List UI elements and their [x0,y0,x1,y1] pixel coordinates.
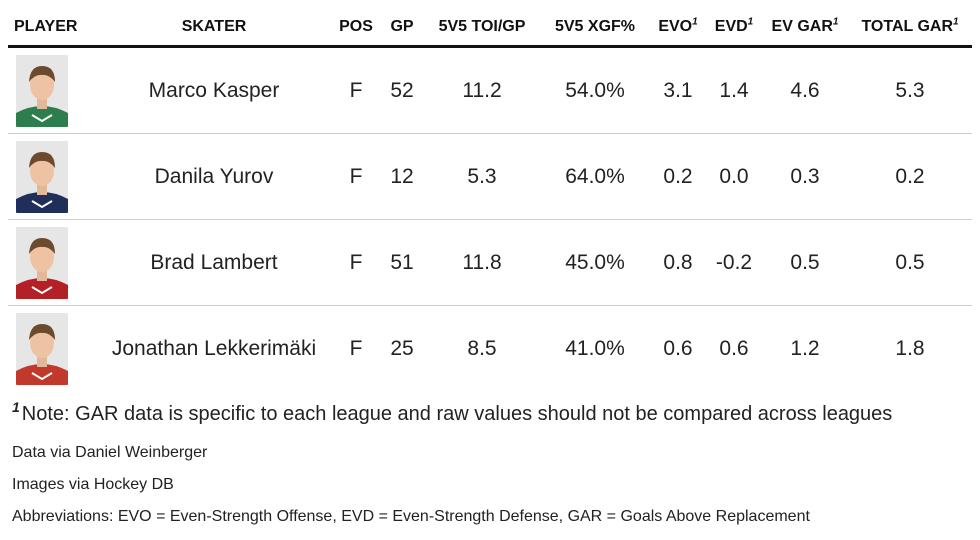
xgf-value: 41.0% [565,336,625,360]
ev-gar-value: 0.3 [762,133,848,220]
portrait-collar [31,113,53,122]
toi-value: 11.8 [424,219,540,306]
portrait-face [30,69,54,100]
evd-value: 0.0 [706,133,762,220]
skater-name: Jonathan Lekkerimäki [111,336,317,360]
gp-value: 51 [380,219,424,306]
portrait-face [30,327,54,358]
toi-value: 5.3 [424,133,540,220]
evo-value: 0.6 [663,336,693,360]
evo-value: 0.8 [650,219,706,306]
image-source-credit: Images via Hockey DB [12,476,174,493]
header-evo: EVO1 [650,8,706,48]
skater-name: Brad Lambert [96,219,332,306]
header-evo-footnote-mark: 1 [692,16,698,28]
header-toi: 5V5 TOI/GP [424,8,540,48]
header-evd-label: EVD [714,17,748,35]
portrait-collar [31,371,53,380]
portrait-neck [37,356,47,367]
evd-value: -0.2 [706,219,762,306]
skater-name: Danila Yurov [96,133,332,220]
header-pos: POS [332,8,380,48]
header-row: PLAYER SKATER POS GP 5V5 TOI/GP 5V5 XGF%… [8,8,972,48]
total-gar-value: 0.2 [848,133,972,220]
xgf-value: 45.0% [540,219,650,306]
portrait-hair [29,237,55,254]
player-photo-cell [8,219,96,306]
header-evd: EVD1 [706,8,762,48]
portrait-jersey [16,363,68,385]
gp-value: 25 [390,336,414,360]
data-source-credit: Data via Daniel Weinberger [12,444,208,461]
total-gar-value: 1.8 [895,336,925,360]
table-row: Brad Lambert F 51 11.8 45.0% 0.8 -0.2 0.… [8,219,972,306]
portrait-neck [37,184,47,195]
header-ev-gar-footnote-mark: 1 [832,16,839,28]
portrait-collar [31,199,53,208]
total-gar-value: 0.5 [848,219,972,306]
toi-value: 11.2 [424,46,540,134]
gp-value: 52 [380,46,424,134]
pos-value: F [332,46,380,134]
portrait-neck [37,270,47,281]
header-xgf: 5V5 XGF% [540,8,650,48]
header-ev-gar-label: EV GAR [771,17,833,35]
portrait-neck [37,98,47,109]
header-evo-label: EVO [658,17,693,35]
pos-value: F [332,133,380,220]
toi-value: 8.5 [467,336,497,360]
header-gp: GP [380,8,424,48]
skater-stats-table: PLAYER SKATER POS GP 5V5 TOI/GP 5V5 XGF%… [8,8,972,391]
player-photo [16,312,68,385]
evo-value: 3.1 [650,46,706,134]
footnote-text: Note: GAR data is specific to each leagu… [21,403,893,425]
table-row: Marco Kasper F 52 11.2 54.0% 3.1 1.4 4.6… [8,46,972,134]
header-ev-gar: EV GAR1 [762,8,848,48]
gp-value: 12 [380,133,424,220]
ev-gar-value: 4.6 [762,46,848,134]
portrait-hair [29,151,55,168]
ev-gar-value: 1.2 [790,336,820,360]
portrait-hair [29,65,55,82]
xgf-value: 54.0% [540,46,650,134]
header-skater: SKATER [96,8,332,48]
player-photo [16,140,68,213]
pos-value: F [349,336,363,360]
skater-name: Marco Kasper [96,46,332,134]
evo-value: 0.2 [650,133,706,220]
portrait-collar [31,285,53,294]
xgf-value: 64.0% [540,133,650,220]
footnote-mark: 1 [12,399,20,416]
player-photo-cell [8,133,96,220]
evd-value: 1.4 [706,46,762,134]
total-gar-value: 5.3 [848,46,972,134]
player-photo-cell [8,306,96,392]
player-portrait-image [16,54,68,127]
header-total-gar: TOTAL GAR1 [848,8,972,48]
portrait-jersey [16,191,68,213]
pos-value: F [332,219,380,306]
header-total-gar-footnote-mark: 1 [953,16,959,28]
evd-value: 0.6 [719,336,749,360]
player-portrait-image [16,140,68,213]
ev-gar-value: 0.5 [762,219,848,306]
header-player: PLAYER [8,8,96,48]
player-photo [16,226,68,299]
header-total-gar-label: TOTAL GAR [861,17,953,35]
portrait-hair [29,323,55,340]
player-photo [16,54,68,127]
portrait-face [30,241,54,272]
player-photo-cell [8,46,96,134]
portrait-face [30,155,54,186]
portrait-jersey [16,277,68,299]
header-evd-footnote-mark: 1 [747,16,754,28]
table-row: Danila Yurov F 12 5.3 64.0% 0.2 0.0 0.3 … [8,133,972,220]
portrait-jersey [16,105,68,127]
player-portrait-image [16,226,68,299]
abbreviations-note: Abbreviations: EVO = Even-Strength Offen… [12,508,810,525]
gar-footnote: 1 Note: GAR data is specific to each leag… [12,400,972,426]
player-portrait-image [16,312,68,385]
table-row: Jonathan Lekkerimäki F 25 8.5 41.0% 0.6 … [8,306,972,392]
